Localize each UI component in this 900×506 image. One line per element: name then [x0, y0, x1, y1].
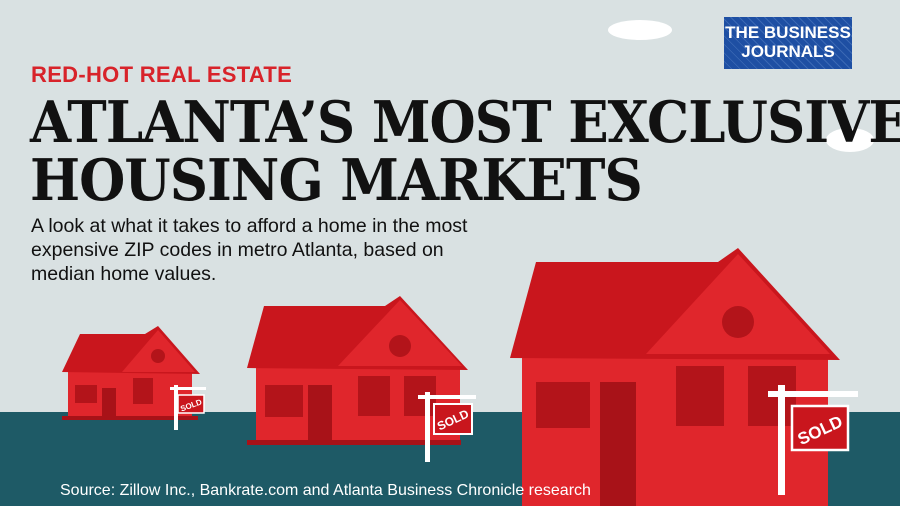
house-medium — [247, 296, 476, 462]
title-line-2: HOUSING MARKETS — [30, 147, 643, 214]
page-title: ATLANTA’S MOST EXCLUSIVE HOUSING MARKETS — [30, 94, 900, 210]
title-line-1: ATLANTA’S MOST EXCLUSIVE — [30, 89, 900, 156]
source-note: Source: Zillow Inc., Bankrate.com and At… — [60, 482, 591, 499]
kicker: RED-HOT REAL ESTATE — [31, 62, 293, 87]
house-small — [62, 326, 206, 430]
subtitle: A look at what it takes to afford a home… — [31, 215, 468, 285]
cloud — [826, 128, 874, 152]
logo-line-1: THE BUSINESS — [725, 23, 851, 42]
business-journals-logo: THE BUSINESS JOURNALS — [724, 17, 852, 69]
cloud — [608, 20, 672, 40]
house-large — [510, 248, 858, 506]
logo-line-2: JOURNALS — [741, 42, 835, 61]
